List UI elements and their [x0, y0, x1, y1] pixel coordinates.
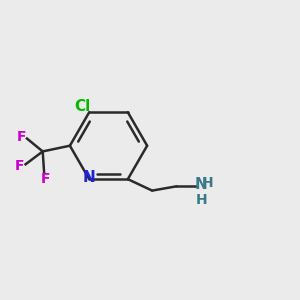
- Text: F: F: [15, 159, 25, 173]
- Text: Cl: Cl: [74, 99, 90, 114]
- Text: N: N: [195, 176, 207, 191]
- Text: N: N: [83, 170, 96, 185]
- Text: H: H: [195, 193, 207, 207]
- Text: F: F: [41, 172, 50, 186]
- Text: F: F: [16, 130, 26, 144]
- Text: H: H: [202, 176, 213, 190]
